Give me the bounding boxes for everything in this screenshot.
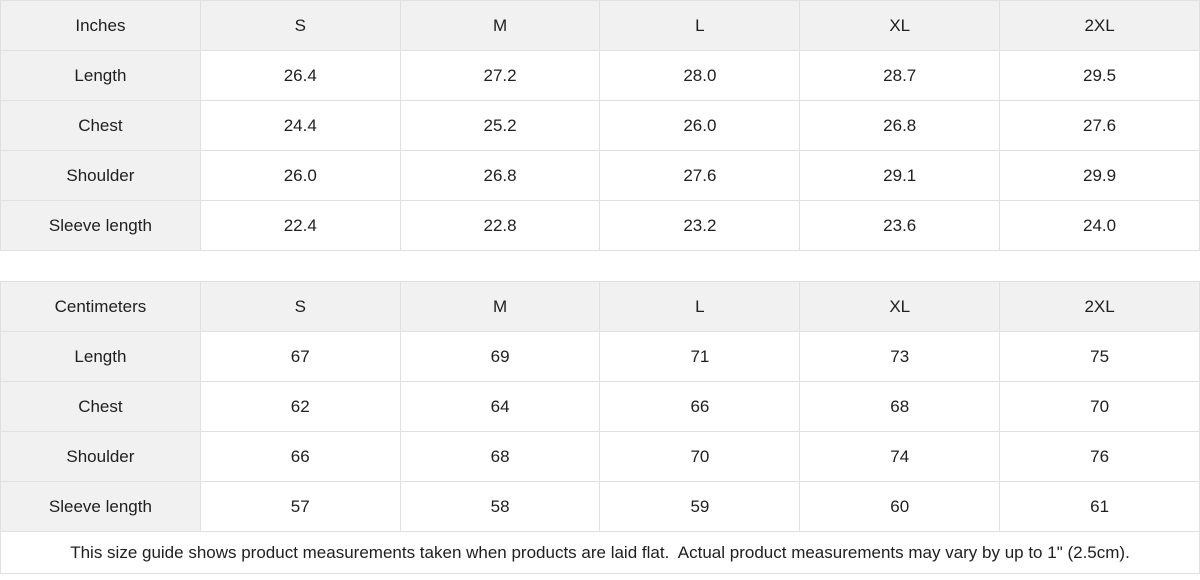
column-header-cell: L xyxy=(599,0,801,51)
value-cell: 62 xyxy=(199,381,401,432)
size-guide-note: This size guide shows product measuremen… xyxy=(0,532,1200,574)
value-cell: 61 xyxy=(999,481,1200,532)
value-cell: 26.0 xyxy=(599,100,801,151)
value-cell: 69 xyxy=(399,331,601,382)
value-cell: 76 xyxy=(999,431,1200,482)
header-row: Centimeters S M L XL 2XL xyxy=(0,281,1200,332)
row-label-cell: Chest xyxy=(0,100,201,151)
value-cell: 59 xyxy=(599,481,801,532)
value-cell: 58 xyxy=(399,481,601,532)
value-cell: 66 xyxy=(599,381,801,432)
measurement-row: Sleeve length 57 58 59 60 61 xyxy=(0,481,1200,532)
column-header-cell: XL xyxy=(799,281,1001,332)
row-label-cell: Sleeve length xyxy=(0,200,201,251)
value-cell: 66 xyxy=(199,431,401,482)
column-header-cell: M xyxy=(399,0,601,51)
value-cell: 64 xyxy=(399,381,601,432)
value-cell: 29.9 xyxy=(999,150,1200,201)
row-label-cell: Length xyxy=(0,50,201,101)
value-cell: 75 xyxy=(999,331,1200,382)
value-cell: 24.4 xyxy=(199,100,401,151)
value-cell: 28.7 xyxy=(799,50,1001,101)
value-cell: 22.4 xyxy=(199,200,401,251)
value-cell: 27.6 xyxy=(999,100,1200,151)
column-header-cell: S xyxy=(199,0,401,51)
measurement-row: Length 26.4 27.2 28.0 28.7 29.5 xyxy=(0,50,1200,101)
value-cell: 23.2 xyxy=(599,200,801,251)
value-cell: 26.0 xyxy=(199,150,401,201)
inches-table: Inches S M L XL 2XL Length 26.4 27.2 28.0 28.7 29.5… xyxy=(0,0,1200,251)
measurement-row: Chest 24.4 25.2 26.0 26.8 27.6 xyxy=(0,100,1200,151)
column-header-cell: 2XL xyxy=(999,281,1200,332)
column-header-cell: L xyxy=(599,281,801,332)
value-cell: 26.8 xyxy=(399,150,601,201)
row-label-cell: Length xyxy=(0,331,201,382)
value-cell: 67 xyxy=(199,331,401,382)
value-cell: 26.8 xyxy=(799,100,1001,151)
value-cell: 73 xyxy=(799,331,1001,382)
value-cell: 60 xyxy=(799,481,1001,532)
value-cell: 57 xyxy=(199,481,401,532)
row-label-cell: Sleeve length xyxy=(0,481,201,532)
row-label-cell: Shoulder xyxy=(0,150,201,201)
value-cell: 70 xyxy=(999,381,1200,432)
header-row: Inches S M L XL 2XL xyxy=(0,0,1200,51)
measurement-row: Sleeve length 22.4 22.8 23.2 23.6 24.0 xyxy=(0,200,1200,251)
value-cell: 28.0 xyxy=(599,50,801,101)
column-header-cell: XL xyxy=(799,0,1001,51)
value-cell: 22.8 xyxy=(399,200,601,251)
value-cell: 74 xyxy=(799,431,1001,482)
value-cell: 26.4 xyxy=(199,50,401,101)
row-label-cell: Chest xyxy=(0,381,201,432)
value-cell: 68 xyxy=(799,381,1001,432)
column-header-cell: M xyxy=(399,281,601,332)
unit-header-cell: Inches xyxy=(0,0,201,51)
value-cell: 25.2 xyxy=(399,100,601,151)
measurement-row: Shoulder 66 68 70 74 76 xyxy=(0,431,1200,482)
measurement-row: Shoulder 26.0 26.8 27.6 29.1 29.9 xyxy=(0,150,1200,201)
measurement-row: Chest 62 64 66 68 70 xyxy=(0,381,1200,432)
value-cell: 29.5 xyxy=(999,50,1200,101)
value-cell: 27.6 xyxy=(599,150,801,201)
column-header-cell: 2XL xyxy=(999,0,1200,51)
value-cell: 23.6 xyxy=(799,200,1001,251)
measurement-row: Length 67 69 71 73 75 xyxy=(0,331,1200,382)
unit-header-cell: Centimeters xyxy=(0,281,201,332)
value-cell: 29.1 xyxy=(799,150,1001,201)
value-cell: 70 xyxy=(599,431,801,482)
value-cell: 27.2 xyxy=(399,50,601,101)
row-label-cell: Shoulder xyxy=(0,431,201,482)
value-cell: 71 xyxy=(599,331,801,382)
value-cell: 24.0 xyxy=(999,200,1200,251)
column-header-cell: S xyxy=(199,281,401,332)
centimeters-table: Centimeters S M L XL 2XL Length 67 69 71 73 75 Chest… xyxy=(0,281,1200,532)
value-cell: 68 xyxy=(399,431,601,482)
table-spacer xyxy=(0,251,1200,281)
